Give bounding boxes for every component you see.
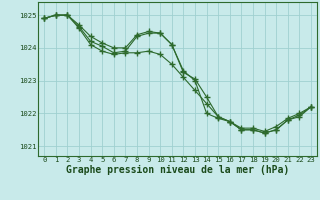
X-axis label: Graphe pression niveau de la mer (hPa): Graphe pression niveau de la mer (hPa) [66,165,289,175]
